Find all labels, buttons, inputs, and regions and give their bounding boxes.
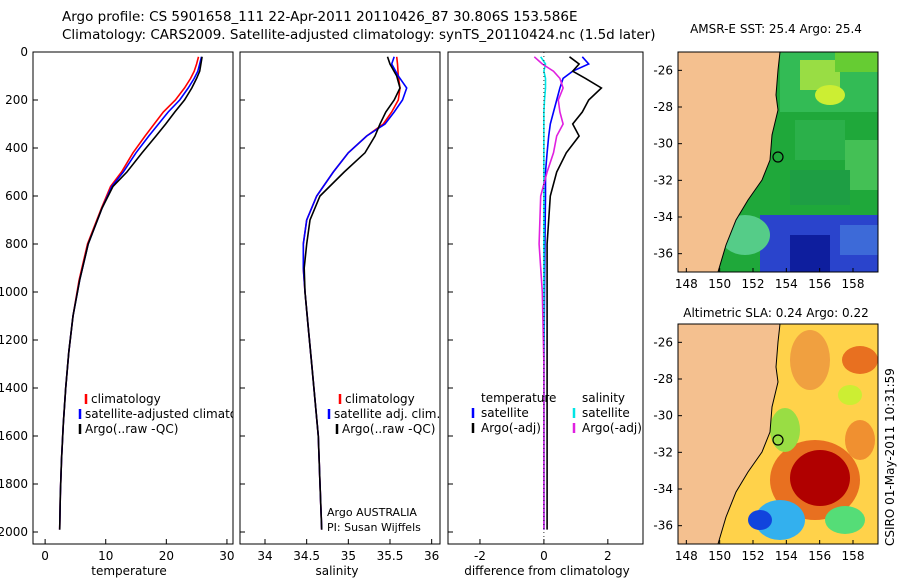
x-tick-label: 30 [219,549,234,563]
map-y-tick-label: -34 [653,482,673,496]
sla-map: Altimetric SLA: 0.24 Argo: 0.22 148 150 15… [653,306,879,563]
x-tick-label: 34.5 [293,549,320,563]
legend-argo: Argo(..raw -QC) [85,422,178,436]
map-x-tick-label: 148 [675,549,698,563]
timestamp-label: CSIRO 01-May-2011 10:31:59 [883,368,897,546]
y-tick-label: 200 [5,93,28,107]
x-tick-label: 0 [41,549,49,563]
y-tick-label: 2000 [0,525,28,539]
map-y-tick-label: -30 [653,137,673,151]
temperature-lines [58,56,203,530]
legend-sal-satellite: satellite [582,406,630,420]
map-x-tick-label: 150 [708,549,731,563]
y-tick-label: 1000 [0,285,28,299]
map-x-tick-label: 150 [708,277,731,291]
x-tick-label: 10 [98,549,113,563]
series-line-1-2 [303,56,401,530]
y-tick-label: 1600 [0,429,28,443]
sst-map: AMSR-E SST: 25.4 Argo: 25.4 148 150 152 154… [653,22,879,291]
map-y-tick-label: -36 [653,247,673,261]
difference-lines [533,52,603,544]
difference-panel [447,51,644,545]
salinity-panel [239,51,441,545]
x-tick-label: 2 [604,549,612,563]
map-y-tick-label: -30 [653,409,673,423]
x-tick-label: 34 [257,549,272,563]
sla-map-title: Altimetric SLA: 0.24 Argo: 0.22 [683,306,868,320]
x-tick-label: 36 [424,549,439,563]
series-line-2-1 [546,56,603,530]
legend-argo: Argo(..raw -QC) [342,422,435,436]
x-tick-label: -2 [474,549,486,563]
map-y-tick-label: -28 [653,100,673,114]
legend-temperature-title: temperature [481,391,556,405]
profile-marker [772,434,784,446]
title-line-2: Climatology: CARS2009. Satellite-adjuste… [62,27,656,43]
map-x-tick-label: 148 [675,277,698,291]
legend-climatology: climatology [345,392,415,406]
map-x-tick-label: 158 [842,549,865,563]
temperature-panel [32,51,234,545]
x-tick-label: 35.5 [377,549,404,563]
x-tick-label: 35 [341,549,356,563]
map-y-tick-label: -32 [653,173,673,187]
y-tick-label: 800 [5,237,28,251]
sst-map-title: AMSR-E SST: 25.4 Argo: 25.4 [690,22,862,36]
y-tick-label: 400 [5,141,28,155]
map-x-tick-label: 156 [808,277,831,291]
legend-temp-satellite: satellite [481,406,529,420]
profile-marker [772,151,784,163]
series-line-2-3 [533,56,564,530]
difference-axis-label: difference from climatology [464,564,630,578]
map-y-tick-label: -26 [653,335,673,349]
y-tick-label: 1400 [0,381,28,395]
salinity-axis-label: salinity [315,564,358,578]
map-x-tick-label: 154 [775,549,798,563]
x-tick-label: 0 [540,549,548,563]
legend-temp-argo: Argo(-adj) [481,421,541,435]
salinity-legend: climatology satellite adj. clim. Argo(..… [327,392,440,534]
map-y-tick-label: -32 [653,445,673,459]
y-tick-label: 0 [20,45,28,59]
pi-label: PI: Susan Wijffels [327,521,421,534]
temperature-axis-label: temperature [91,564,166,578]
y-tick-label: 600 [5,189,28,203]
y-tick-label: 1800 [0,477,28,491]
x-tick-label: 20 [159,549,174,563]
map-x-tick-label: 156 [808,549,831,563]
map-y-tick-label: -36 [653,519,673,533]
y-tick-label: 1200 [0,333,28,347]
map-x-tick-label: 158 [842,277,865,291]
series-line-0-2 [58,56,203,530]
salinity-lines [302,56,408,530]
map-x-tick-label: 152 [742,549,765,563]
legend-satellite-adj: satellite adj. clim. [334,407,440,421]
legend-sal-argo: Argo(-adj) [582,421,642,435]
map-y-tick-label: -28 [653,372,673,386]
map-x-tick-label: 154 [775,277,798,291]
title-line-1: Argo profile: CS 5901658_111 22-Apr-2011… [62,9,578,25]
difference-legend: temperature satellite Argo(-adj) salinit… [471,391,642,435]
temperature-legend: climatology satellite-adjusted climatolo… [78,392,263,436]
map-y-tick-label: -34 [653,210,673,224]
legend-climatology: climatology [91,392,161,406]
map-x-tick-label: 152 [742,277,765,291]
argo-australia-label: Argo AUSTRALIA [327,506,417,519]
depth-axis: 0 200 400 600 800 1000 1200 1400 1600 1800 2000 [0,45,38,539]
legend-salinity-title: salinity [582,391,625,405]
legend-satellite-adjusted: satellite-adjusted climatology [85,407,263,421]
map-y-tick-label: -26 [653,63,673,77]
